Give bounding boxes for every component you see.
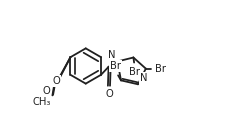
Text: O: O bbox=[52, 76, 60, 86]
Text: N: N bbox=[108, 50, 116, 60]
Text: Br: Br bbox=[129, 67, 140, 77]
Text: Br: Br bbox=[155, 64, 166, 74]
Text: Br: Br bbox=[110, 61, 121, 71]
Text: N: N bbox=[140, 73, 147, 83]
Text: O: O bbox=[105, 89, 113, 99]
Text: O
CH₃: O CH₃ bbox=[32, 86, 50, 107]
Text: O: O bbox=[52, 76, 60, 86]
